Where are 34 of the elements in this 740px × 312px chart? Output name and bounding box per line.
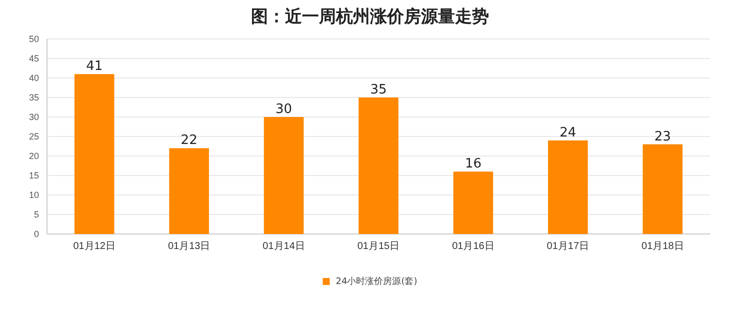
y-tick-label: 45 (28, 53, 39, 64)
x-tick-label: 01月15日 (357, 241, 400, 252)
x-tick-label: 01月16日 (452, 241, 494, 252)
data-label: 41 (86, 59, 103, 74)
bar (74, 74, 114, 234)
y-tick-label: 10 (28, 190, 39, 200)
chart-title: 图：近一周杭州涨价房源量走势 (251, 7, 489, 27)
bar (169, 148, 209, 234)
data-label: 23 (654, 129, 671, 144)
y-tick-label: 0 (34, 228, 39, 239)
y-tick-label: 30 (28, 112, 39, 122)
y-tick-label: 40 (28, 72, 39, 83)
data-label: 30 (276, 102, 292, 117)
x-tick-label: 01月12日 (73, 241, 116, 252)
data-label: 35 (370, 82, 387, 98)
y-tick-label: 35 (28, 92, 39, 102)
data-label: 16 (464, 156, 482, 172)
y-tick-label: 15 (28, 170, 39, 180)
x-tick-label: 01月14日 (262, 241, 305, 252)
bar (358, 98, 398, 234)
bar (642, 144, 683, 234)
bar (264, 117, 304, 234)
y-tick-label: 20 (28, 150, 39, 161)
y-tick-label: 5 (34, 209, 39, 220)
bar (453, 172, 494, 234)
data-label: 22 (180, 133, 198, 148)
legend-label: 24小时涨价房源(套) (336, 276, 418, 287)
y-tick-label: 50 (28, 34, 39, 44)
bar (548, 140, 588, 234)
y-tick-label: 25 (28, 131, 39, 142)
data-label: 24 (560, 125, 576, 140)
x-tick-label: 01月13日 (168, 241, 210, 252)
x-tick-label: 01月17日 (546, 241, 590, 252)
x-tick-label: 01月18日 (642, 241, 684, 252)
